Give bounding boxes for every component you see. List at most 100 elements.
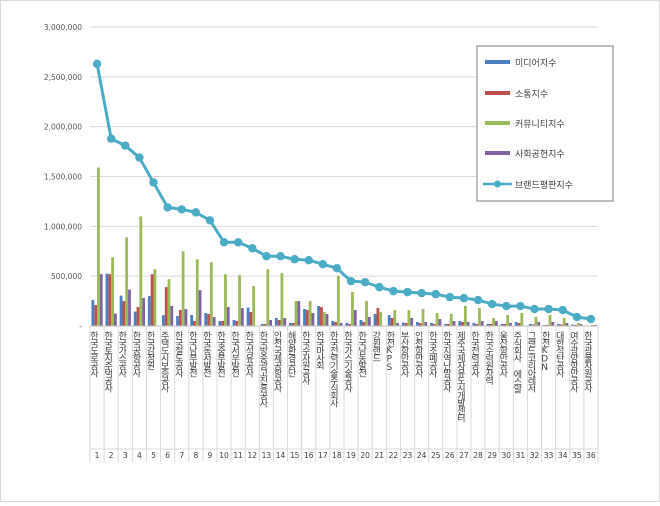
bar-21-s1	[374, 314, 377, 326]
legend-swatch	[485, 151, 510, 155]
legend-swatch-marker	[494, 181, 501, 188]
line-point-4	[135, 153, 143, 161]
x-category-label: 한국철도공사	[173, 331, 183, 379]
bar-9-s1	[204, 313, 207, 326]
bar-19-s4	[354, 310, 357, 326]
bar-2-s1	[106, 274, 109, 326]
x-category-label: 인천항만공사	[413, 331, 423, 379]
legend-swatch	[485, 121, 510, 125]
bar-5-s2	[151, 274, 154, 326]
x-category-label: 울산항만공사	[497, 331, 507, 379]
bar-22-s1	[388, 315, 391, 326]
bar-23-s4	[410, 318, 413, 326]
bar-16-s2	[306, 310, 309, 326]
bar-4-s1	[134, 312, 137, 326]
bar-3-s2	[122, 301, 125, 326]
bar-13-s3	[266, 269, 269, 326]
bar-3-s3	[125, 237, 128, 326]
line-point-10	[220, 238, 228, 246]
x-rank-label: 12	[248, 451, 258, 460]
x-rank-label: 11	[233, 451, 243, 460]
bar-18-s1	[331, 321, 334, 326]
bar-2-s3	[111, 257, 114, 326]
bar-29-s4	[495, 321, 498, 326]
line-point-17	[319, 260, 327, 268]
bar-32-s4	[537, 322, 540, 326]
bar-12-s1	[247, 308, 250, 326]
bar-19-s3	[351, 292, 354, 326]
legend-label: 미디어지수	[515, 58, 556, 69]
bar-4-s3	[139, 216, 142, 326]
bar-14-s4	[283, 318, 286, 326]
x-category-label: 한국가스공사	[116, 331, 126, 379]
bar-17-s4	[326, 314, 329, 326]
x-category-label: 한국도로공사	[88, 331, 98, 379]
bar-23-s3	[408, 310, 411, 326]
bar-22-s3	[393, 310, 396, 326]
line-point-33	[544, 305, 552, 313]
x-category-label: 한전KPS	[384, 331, 394, 372]
y-tick-label: 1,500,000	[44, 173, 82, 182]
x-category-label: 한국공항공사	[130, 331, 140, 379]
bar-18-s2	[334, 322, 337, 326]
bar-11-s2	[235, 321, 238, 326]
x-rank-label: 26	[445, 451, 455, 460]
x-rank-label: 2	[109, 451, 114, 460]
x-rank-label: 30	[502, 451, 512, 460]
bar-6-s2	[165, 287, 168, 326]
line-point-29	[488, 300, 496, 308]
bar-28-s3	[478, 308, 481, 326]
bar-5-s1	[148, 296, 151, 326]
bar-30-s3	[506, 315, 509, 326]
line-point-20	[361, 278, 369, 286]
bar-14-s3	[281, 273, 284, 326]
x-rank-label: 3	[123, 451, 128, 460]
line-point-27	[460, 294, 468, 302]
bar-16-s4	[312, 313, 315, 326]
x-rank-label: 35	[572, 451, 582, 460]
bar-10-s1	[218, 321, 221, 326]
bar-18-s3	[337, 276, 340, 326]
bar-10-s3	[224, 274, 227, 326]
x-rank-label: 15	[290, 451, 300, 460]
x-rank-label: 28	[473, 451, 483, 460]
bar-20-s1	[360, 320, 363, 326]
bar-14-s2	[278, 320, 281, 326]
line-point-14	[276, 252, 284, 260]
bar-27-s1	[458, 321, 461, 326]
bar-34-s3	[563, 318, 566, 326]
x-rank-label: 23	[403, 451, 413, 460]
x-rank-label: 36	[586, 451, 596, 460]
bar-1-s2	[94, 305, 97, 326]
bar-4-s4	[142, 298, 145, 326]
bar-32-s3	[535, 317, 538, 326]
line-point-1	[93, 60, 101, 68]
bar-11-s1	[233, 320, 236, 326]
bar-15-s4	[297, 301, 300, 326]
legend-swatch	[485, 91, 510, 95]
line-point-9	[206, 216, 214, 224]
bar-20-s3	[365, 301, 368, 326]
x-category-label: 한국남동발전	[356, 331, 366, 378]
bar-3-s4	[128, 290, 131, 326]
line-point-22	[389, 287, 397, 295]
line-point-8	[192, 208, 200, 216]
bar-12-s3	[252, 286, 255, 326]
x-rank-label: 31	[516, 451, 526, 460]
x-rank-label: 29	[487, 451, 497, 460]
bar-21-s3	[379, 312, 382, 326]
bar-12-s2	[249, 312, 252, 326]
x-rank-label: 27	[459, 451, 469, 460]
bar-24-s1	[416, 322, 419, 326]
bar-9-s3	[210, 262, 213, 326]
x-rank-label: 5	[151, 451, 156, 460]
x-rank-label: 25	[431, 451, 441, 460]
y-tick-label: 1,000,000	[44, 222, 82, 231]
x-category-label: 한국방송광고진흥공사	[257, 331, 267, 409]
bar-9-s2	[207, 314, 210, 326]
bar-8-s2	[193, 321, 196, 326]
bar-31-s3	[520, 313, 523, 326]
bar-7-s2	[179, 310, 182, 326]
